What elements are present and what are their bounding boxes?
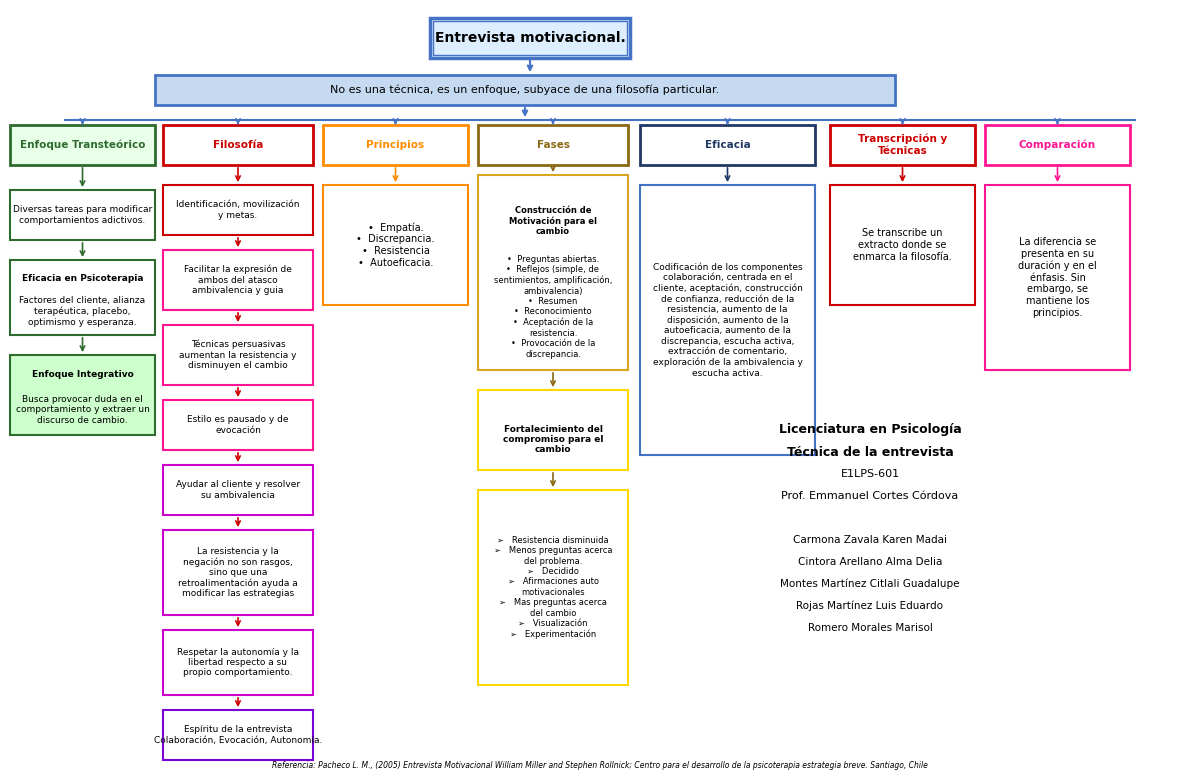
- Text: Fases: Fases: [536, 140, 570, 150]
- Text: Fortalecimiento del
compromiso para el
cambio: Fortalecimiento del compromiso para el c…: [503, 424, 604, 455]
- Text: Espíritu de la entrevista
Colaboración, Evocación, Autonomía.: Espíritu de la entrevista Colaboración, …: [154, 726, 322, 745]
- Bar: [163, 325, 313, 385]
- Text: Transcripción y
Técnicas: Transcripción y Técnicas: [858, 134, 947, 156]
- Bar: [163, 530, 313, 615]
- Text: La diferencia se
presenta en su
duración y en el
énfasis. Sin
embargo, se
mantie: La diferencia se presenta en su duración…: [1018, 237, 1097, 317]
- Text: Eficacia: Eficacia: [704, 140, 750, 150]
- Text: Construcción de
Motivación para el
cambio: Construcción de Motivación para el cambi…: [509, 206, 598, 236]
- Text: Diversas tareas para modificar
comportamientos adictivos.: Diversas tareas para modificar comportam…: [13, 206, 152, 225]
- Text: Ayudar al cliente y resolver
su ambivalencia: Ayudar al cliente y resolver su ambivale…: [176, 480, 300, 500]
- Text: Comparación: Comparación: [1019, 140, 1096, 151]
- Text: Romero Morales Marisol: Romero Morales Marisol: [808, 623, 932, 633]
- Bar: [985, 125, 1130, 165]
- Bar: [830, 185, 974, 305]
- Text: Busca provocar duda en el
comportamiento y extraer un
discurso de cambio.: Busca provocar duda en el comportamiento…: [16, 395, 150, 424]
- Bar: [155, 75, 895, 105]
- Text: No es una técnica, es un enfoque, subyace de una filosofía particular.: No es una técnica, es un enfoque, subyac…: [330, 85, 720, 95]
- Text: ➢   Resistencia disminuida
➢   Menos preguntas acerca
del problema.
➢   Decidido: ➢ Resistencia disminuida ➢ Menos pregunt…: [493, 536, 612, 639]
- Text: Facilitar la expresión de
ambos del atasco
ambivalencia y guia: Facilitar la expresión de ambos del atas…: [184, 265, 292, 295]
- Text: Identificación, movilización
y metas.: Identificación, movilización y metas.: [176, 200, 300, 220]
- Bar: [10, 125, 155, 165]
- Text: Prof. Emmanuel Cortes Córdova: Prof. Emmanuel Cortes Córdova: [781, 491, 959, 501]
- Text: •  Preguntas abiertas.
•  Reflejos (simple, de
sentimientos, amplificación,
ambi: • Preguntas abiertas. • Reflejos (simple…: [494, 255, 612, 359]
- Text: Enfoque Integrativo: Enfoque Integrativo: [31, 370, 133, 379]
- Text: Licenciatura en Psicología: Licenciatura en Psicología: [779, 424, 961, 436]
- Text: Estilo es pausado y de
evocación: Estilo es pausado y de evocación: [187, 415, 289, 435]
- Bar: [640, 125, 815, 165]
- Text: E1LPS-601: E1LPS-601: [840, 469, 900, 479]
- Text: Montes Martínez Citlali Guadalupe: Montes Martínez Citlali Guadalupe: [780, 579, 960, 589]
- Bar: [985, 185, 1130, 370]
- Text: Carmona Zavala Karen Madai: Carmona Zavala Karen Madai: [793, 535, 947, 545]
- Bar: [163, 250, 313, 310]
- Bar: [433, 21, 628, 55]
- Bar: [163, 465, 313, 515]
- Text: Referencia: Pacheco L. M., (2005) Entrevista Motivacional William Miller and Ste: Referencia: Pacheco L. M., (2005) Entrev…: [272, 761, 928, 771]
- Text: Principios: Principios: [366, 140, 425, 150]
- Bar: [323, 185, 468, 305]
- Text: •  Empatía.
•  Discrepancia.
•  Resistencia
•  Autoeficacia.: • Empatía. • Discrepancia. • Resistencia…: [356, 223, 434, 268]
- Bar: [163, 710, 313, 760]
- Text: Eficacia en Psicoterapia: Eficacia en Psicoterapia: [22, 274, 143, 283]
- Bar: [478, 490, 628, 685]
- Text: Rojas Martínez Luis Eduardo: Rojas Martínez Luis Eduardo: [797, 601, 943, 611]
- Bar: [640, 185, 815, 455]
- Text: Técnica de la entrevista: Técnica de la entrevista: [787, 445, 953, 459]
- Text: Factores del cliente, alianza
terapéutica, placebo,
optimismo y esperanza.: Factores del cliente, alianza terapéutic…: [19, 296, 145, 327]
- Bar: [478, 125, 628, 165]
- Bar: [163, 125, 313, 165]
- Bar: [430, 18, 630, 58]
- Bar: [10, 260, 155, 335]
- Text: Codificación de los componentes
colaboración, centrada en el
cliente, aceptación: Codificación de los componentes colabora…: [653, 262, 803, 378]
- Bar: [478, 175, 628, 370]
- Bar: [10, 190, 155, 240]
- Bar: [163, 630, 313, 695]
- Text: Enfoque Transteórico: Enfoque Transteórico: [19, 140, 145, 151]
- Text: Se transcribe un
extracto donde se
enmarca la filosofía.: Se transcribe un extracto donde se enmar…: [853, 228, 952, 262]
- Bar: [478, 390, 628, 470]
- Text: Respetar la autonomía y la
libertad respecto a su
propio comportamiento.: Respetar la autonomía y la libertad resp…: [178, 648, 299, 677]
- Text: Filosofía: Filosofía: [212, 140, 263, 150]
- Text: Técnicas persuasivas
aumentan la resistencia y
disminuyen el cambio: Técnicas persuasivas aumentan la resiste…: [179, 340, 296, 370]
- Text: Cintora Arellano Alma Delia: Cintora Arellano Alma Delia: [798, 557, 942, 567]
- Bar: [323, 125, 468, 165]
- Text: Entrevista motivacional.: Entrevista motivacional.: [434, 31, 625, 45]
- Bar: [163, 400, 313, 450]
- Bar: [830, 125, 974, 165]
- Bar: [163, 185, 313, 235]
- Text: La resistencia y la
negación no son rasgos,
sino que una
retroalimentación ayuda: La resistencia y la negación no son rasg…: [178, 546, 298, 598]
- Bar: [10, 355, 155, 435]
